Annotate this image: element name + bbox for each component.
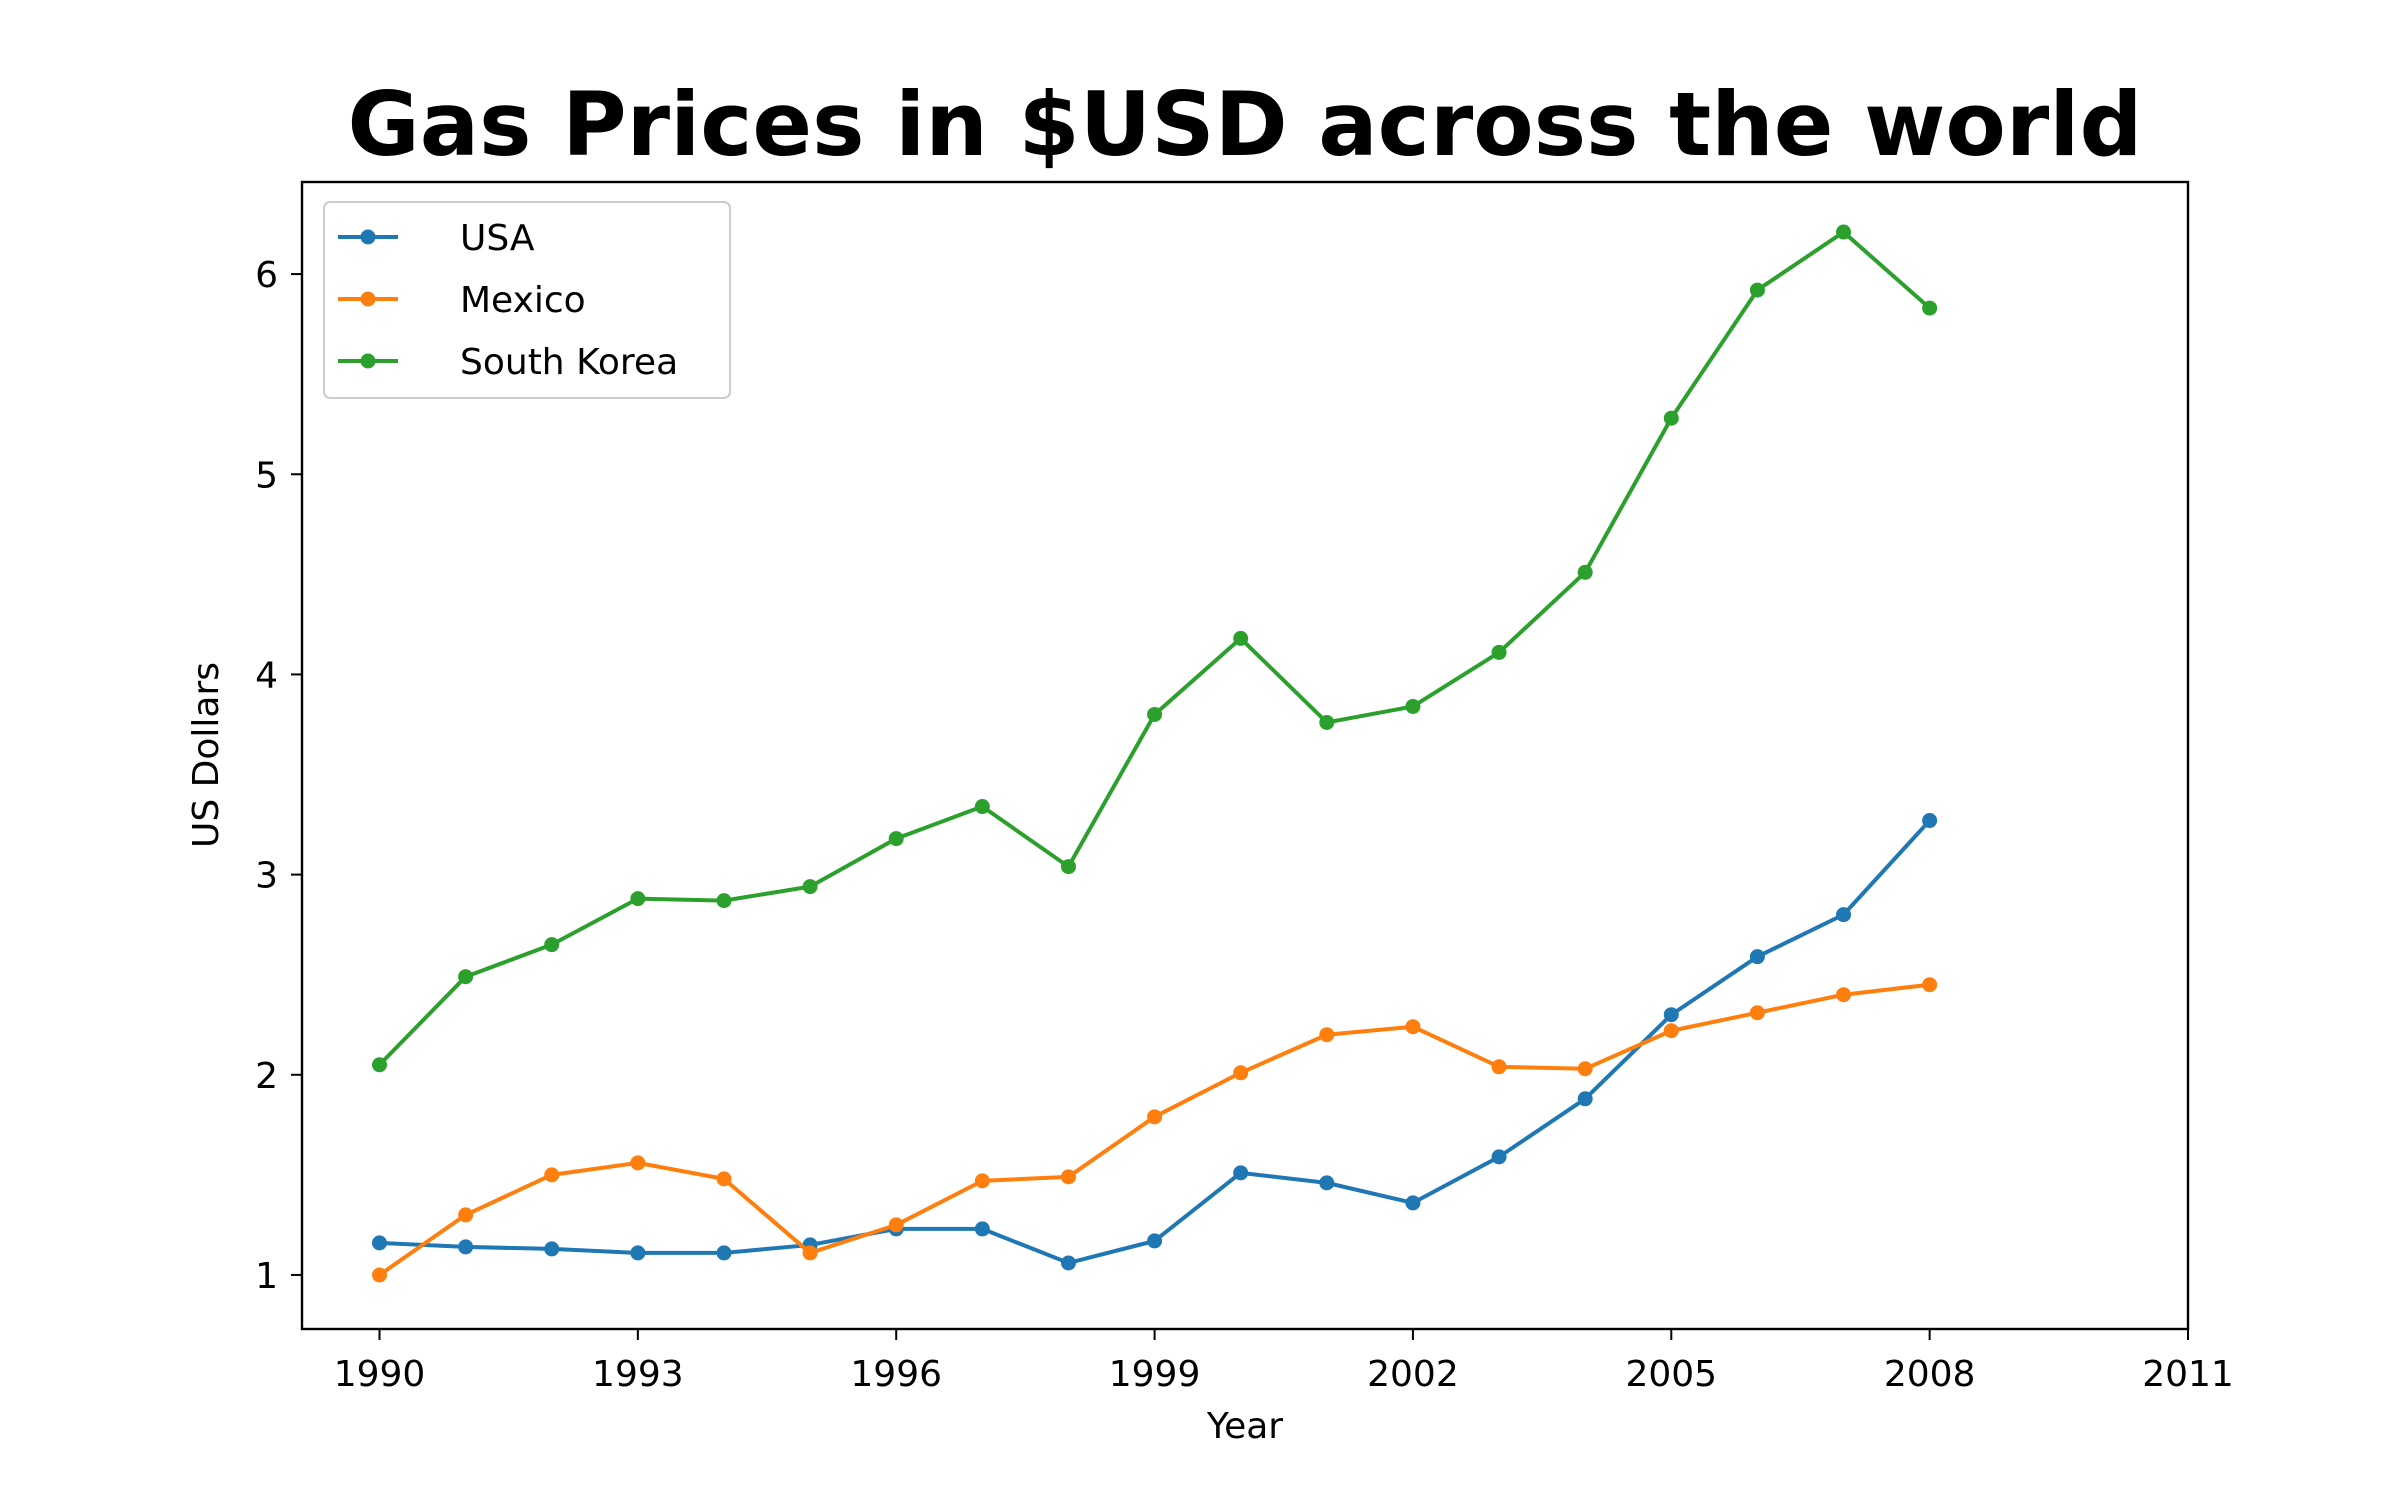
data-point-mexico xyxy=(1147,1109,1163,1125)
data-point-mexico xyxy=(544,1167,560,1183)
data-point-usa xyxy=(1147,1233,1163,1249)
data-point-south-korea xyxy=(1405,698,1421,714)
data-point-south-korea xyxy=(630,891,646,907)
data-point-mexico xyxy=(1577,1061,1593,1077)
data-point-mexico xyxy=(630,1155,646,1171)
data-point-south-korea xyxy=(716,893,732,909)
plot-frame xyxy=(300,180,2190,1331)
data-point-south-korea xyxy=(974,799,990,815)
data-point-south-korea xyxy=(1319,714,1335,730)
x-tick-label: 2008 xyxy=(1884,1354,1976,1395)
x-tick-label: 2002 xyxy=(1367,1354,1459,1395)
data-point-mexico xyxy=(974,1173,990,1189)
data-point-south-korea xyxy=(1663,410,1679,426)
data-point-mexico xyxy=(888,1217,904,1233)
data-point-usa xyxy=(1060,1255,1076,1271)
y-tick-label: 5 xyxy=(255,455,278,496)
data-point-mexico xyxy=(716,1171,732,1187)
series-usa xyxy=(372,813,1938,1271)
legend-item-south-korea: South Korea xyxy=(338,342,678,383)
data-point-south-korea xyxy=(1491,644,1507,660)
data-point-usa xyxy=(630,1245,646,1261)
data-point-south-korea xyxy=(888,831,904,847)
data-point-south-korea xyxy=(1233,630,1249,646)
data-point-usa xyxy=(1491,1149,1507,1165)
data-point-usa xyxy=(458,1239,474,1255)
data-point-usa xyxy=(1233,1165,1249,1181)
legend-label-mexico: Mexico xyxy=(460,280,586,321)
data-point-mexico xyxy=(372,1267,388,1283)
data-point-usa xyxy=(1405,1195,1421,1211)
data-point-mexico xyxy=(1836,987,1852,1003)
legend-marker-mexico xyxy=(360,291,376,307)
data-point-south-korea xyxy=(802,879,818,895)
y-axis-label: US Dollars xyxy=(186,662,227,848)
series-mexico xyxy=(372,977,1938,1283)
data-point-south-korea xyxy=(372,1057,388,1073)
chart-title: Gas Prices in $USD across the world xyxy=(348,73,2143,176)
legend-item-mexico: Mexico xyxy=(338,280,586,321)
data-point-mexico xyxy=(1319,1027,1335,1043)
data-point-mexico xyxy=(1663,1023,1679,1039)
y-tick-label: 3 xyxy=(255,856,278,897)
data-point-usa xyxy=(1663,1007,1679,1023)
x-tick-label: 1996 xyxy=(850,1354,942,1395)
data-point-south-korea xyxy=(1922,300,1938,316)
y-tick-label: 6 xyxy=(255,255,278,296)
data-point-south-korea xyxy=(1577,564,1593,580)
legend-label-usa: USA xyxy=(460,218,535,259)
series-group xyxy=(372,224,1938,1283)
data-point-usa xyxy=(1749,949,1765,965)
legend-item-usa: USA xyxy=(338,218,535,259)
series-south-korea xyxy=(372,224,1938,1073)
data-point-mexico xyxy=(1233,1065,1249,1081)
data-point-mexico xyxy=(458,1207,474,1223)
x-tick-label: 1999 xyxy=(1109,1354,1201,1395)
data-point-mexico xyxy=(1491,1059,1507,1075)
x-tick-label: 1993 xyxy=(592,1354,684,1395)
x-tick-label: 2011 xyxy=(2142,1354,2234,1395)
data-point-mexico xyxy=(1060,1169,1076,1185)
data-point-usa xyxy=(1577,1091,1593,1107)
data-point-usa xyxy=(544,1241,560,1257)
data-point-mexico xyxy=(1922,977,1938,993)
data-point-usa xyxy=(1836,907,1852,923)
axes-group: 1990 1993 1996 1999 2002 2005 2008 2011 1 2 3 4 5 6 xyxy=(255,180,2234,1395)
data-point-south-korea xyxy=(1147,706,1163,722)
data-point-usa xyxy=(974,1221,990,1237)
data-point-usa xyxy=(372,1235,388,1251)
x-axis-label: Year xyxy=(1206,1406,1283,1447)
x-tick-label: 1990 xyxy=(334,1354,426,1395)
data-point-usa xyxy=(1319,1175,1335,1191)
legend-marker-south-korea xyxy=(360,353,376,369)
y-tick-label: 4 xyxy=(255,655,278,696)
x-tick-label: 2005 xyxy=(1625,1354,1717,1395)
legend: USA Mexico South Korea xyxy=(323,201,731,399)
data-point-south-korea xyxy=(1060,859,1076,875)
data-point-usa xyxy=(1922,813,1938,829)
data-point-mexico xyxy=(802,1245,818,1261)
data-point-south-korea xyxy=(544,937,560,953)
data-point-south-korea xyxy=(1749,282,1765,298)
legend-label-south-korea: South Korea xyxy=(460,342,678,383)
y-tick-label: 2 xyxy=(255,1056,278,1097)
data-point-mexico xyxy=(1749,1005,1765,1021)
y-tick-label: 1 xyxy=(255,1256,278,1297)
data-point-south-korea xyxy=(458,969,474,985)
data-point-mexico xyxy=(1405,1019,1421,1035)
legend-marker-usa xyxy=(360,229,376,245)
legend-box xyxy=(323,201,731,399)
data-point-usa xyxy=(716,1245,732,1261)
data-point-south-korea xyxy=(1836,224,1852,240)
